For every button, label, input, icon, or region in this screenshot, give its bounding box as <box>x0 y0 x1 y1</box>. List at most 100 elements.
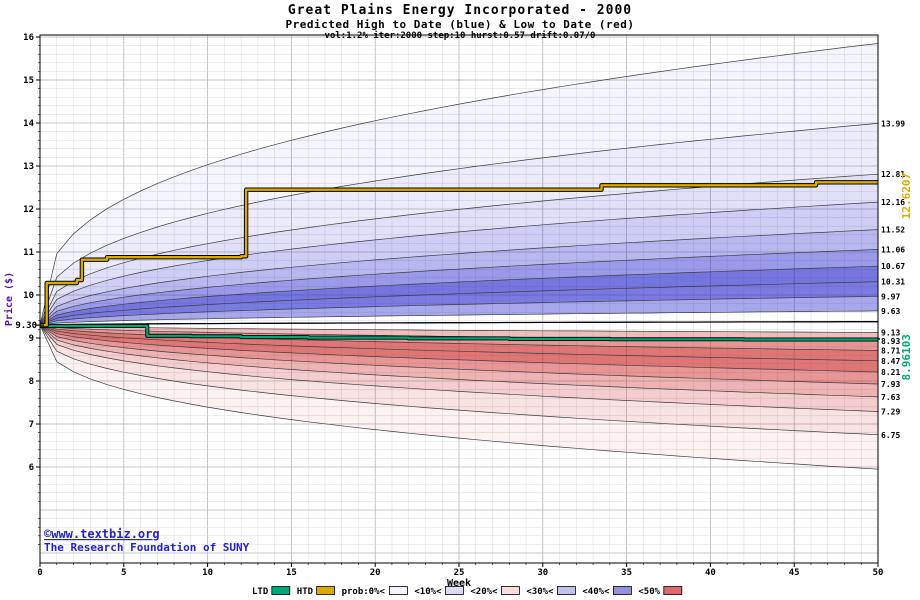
percentile-curve <box>39 123 879 326</box>
legend-label: <50% <box>638 587 660 597</box>
percentile-curve <box>39 324 879 362</box>
chart-subtitle: Predicted High to Date (blue) & Low to D… <box>285 18 635 31</box>
y-tick-label: 16 <box>23 33 34 43</box>
prob-band-high <box>40 174 878 326</box>
y-tick-label: 6 <box>29 463 34 473</box>
x-tick-label: 20 <box>370 568 381 578</box>
x-tick-label: 40 <box>705 568 716 578</box>
low-level-label: 8.47 <box>881 357 900 366</box>
x-tick-label: 10 <box>202 568 213 578</box>
percentile-curve <box>39 324 879 398</box>
x-tick-label: 35 <box>621 568 632 578</box>
low-level-label: 8.71 <box>881 346 900 355</box>
low-level-label: 8.93 <box>881 337 900 346</box>
legend-swatch <box>444 586 464 595</box>
y-tick-label: 10 <box>23 291 34 301</box>
high-level-label: 12.16 <box>881 198 905 207</box>
prob-band-high <box>40 202 878 326</box>
percentile-curve <box>39 324 879 470</box>
y-axis-title: Price ($) <box>3 272 15 326</box>
high-level-label: 10.31 <box>881 278 905 287</box>
high-level-label: 9.63 <box>881 307 900 316</box>
percentile-curve <box>39 324 879 373</box>
legend-label: HTD <box>297 587 314 597</box>
legend-label: <20%< <box>470 587 498 597</box>
prob-band-high <box>40 123 878 326</box>
y-tick-label: 7 <box>29 420 34 430</box>
x-tick-label: 45 <box>789 568 800 578</box>
watermark-org: The Research Foundation of SUNY <box>44 541 250 554</box>
percentile-curve <box>39 249 879 326</box>
low-level-label: 8.21 <box>881 368 900 377</box>
high-level-label: 9.97 <box>881 292 900 301</box>
legend-swatch <box>663 586 683 595</box>
percentile-curve <box>39 324 879 436</box>
legend-swatch <box>500 586 520 595</box>
x-tick-label: 5 <box>121 568 126 578</box>
x-tick-label: 25 <box>454 568 465 578</box>
percentile-curve <box>39 229 879 326</box>
legend-swatch <box>613 586 632 595</box>
low-level-label: 6.75 <box>881 431 900 440</box>
x-tick-label: 15 <box>286 568 297 578</box>
prob-band-low <box>40 325 878 384</box>
high-level-label: 12.81 <box>881 170 905 179</box>
percentile-curve <box>39 265 879 326</box>
legend-label: LTD <box>252 587 269 597</box>
legend-label: prob:0%< <box>342 587 386 597</box>
prob-band-high <box>40 229 878 326</box>
htd-line <box>40 181 878 327</box>
y-tick-label: 11 <box>23 248 34 258</box>
chart-title: Great Plains Energy Incorporated - 2000 <box>287 3 633 18</box>
y-tick-label: 12 <box>23 205 34 215</box>
legend-swatch <box>557 586 576 595</box>
prob-band-low <box>40 325 878 412</box>
percentile-curve <box>39 324 879 333</box>
percentile-curve <box>39 43 879 326</box>
low-level-label: 9.13 <box>881 328 900 337</box>
high-level-label: 10.67 <box>881 262 905 271</box>
prob-band-low <box>40 325 878 397</box>
low-level-label: 7.29 <box>881 408 900 417</box>
low-level-label: 7.63 <box>881 393 900 402</box>
percentile-curve <box>39 281 879 326</box>
x-tick-label: 50 <box>873 568 884 578</box>
legend-label: <30%< <box>526 587 554 597</box>
prob-band-low <box>40 325 878 372</box>
htd-final-label: 12.6207 <box>900 173 913 219</box>
start-price-label: 9.30 <box>15 321 37 331</box>
legend-swatch <box>316 586 336 595</box>
percentile-curve <box>39 201 879 326</box>
percentile-curve <box>39 310 879 326</box>
x-axis-title: Week <box>447 578 471 589</box>
high-level-label: 13.99 <box>881 119 905 128</box>
high-level-label: 11.52 <box>881 226 905 235</box>
prob-band-low <box>40 325 878 470</box>
watermark-link[interactable]: ©www.textbiz.org <box>44 527 160 541</box>
high-level-label: 11.06 <box>881 245 905 254</box>
legend-label: <10%< <box>414 587 442 597</box>
prob-band-high <box>40 249 878 326</box>
legend-swatch <box>271 586 291 595</box>
y-tick-label: 13 <box>23 162 34 172</box>
percentile-curve <box>39 295 879 326</box>
prob-band-high <box>40 281 878 326</box>
ltd-line <box>40 324 880 341</box>
x-tick-label: 30 <box>537 568 548 578</box>
legend-swatch <box>388 586 408 595</box>
y-tick-label: 9 <box>29 334 34 344</box>
chart-header: Great Plains Energy Incorporated - 2000 … <box>0 3 920 41</box>
prob-band-high <box>40 43 878 326</box>
percentile-curve <box>39 324 879 412</box>
percentile-curve <box>39 324 879 385</box>
y-tick-label: 8 <box>29 377 34 387</box>
ltd-final-label: 8.96103 <box>900 334 913 380</box>
y-tick-label: 14 <box>23 119 34 129</box>
prob-band-high <box>40 266 878 326</box>
prob-band-low <box>40 325 878 435</box>
prob-band-low <box>40 325 878 361</box>
low-level-label: 7.93 <box>881 380 900 389</box>
median-line <box>39 321 878 326</box>
